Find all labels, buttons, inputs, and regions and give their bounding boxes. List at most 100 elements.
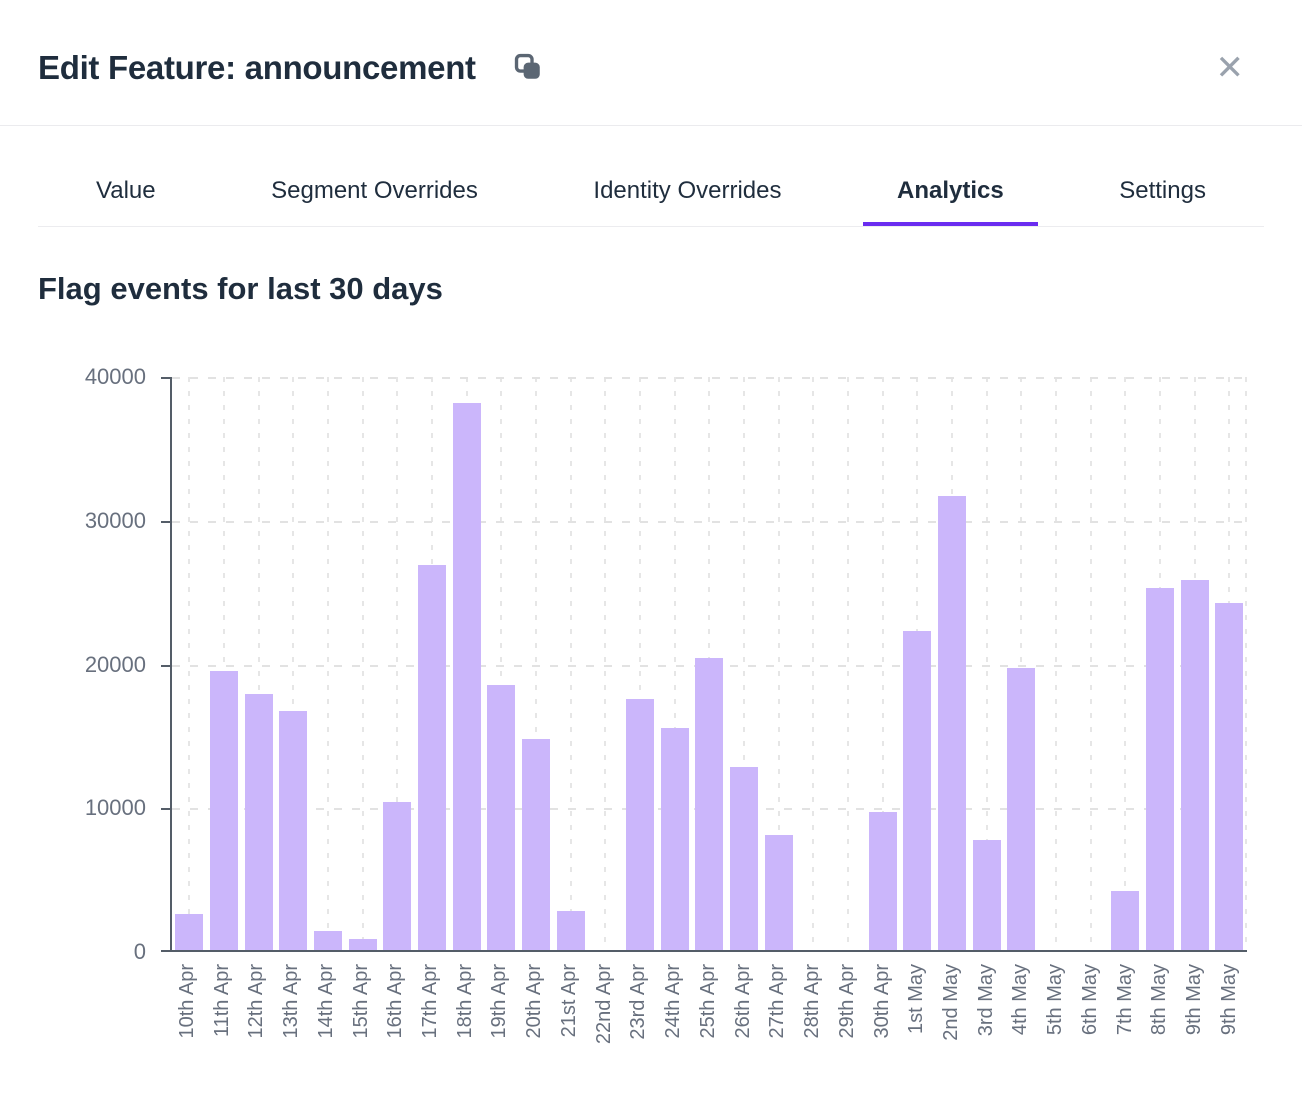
x-label-cell: 4th May — [1004, 964, 1039, 1035]
bar — [175, 914, 204, 950]
bar — [279, 710, 308, 950]
tab-identity-overrides[interactable]: Identity Overrides — [559, 177, 815, 226]
bar-slot — [1177, 377, 1212, 950]
bar — [764, 835, 793, 950]
vertical-gridline — [812, 377, 815, 950]
bar — [522, 739, 551, 950]
bar-slot — [415, 377, 450, 950]
close-button[interactable]: ✕ — [1216, 51, 1245, 85]
bar — [695, 657, 724, 950]
x-label-cell: 23rd Apr — [622, 964, 657, 1040]
bar-slot — [519, 377, 554, 950]
x-tick-label: 28th Apr — [801, 964, 824, 1039]
bar — [1146, 587, 1175, 950]
tab-value[interactable]: Value — [62, 177, 190, 226]
x-label-cell: 3rd May — [969, 964, 1004, 1036]
x-tick-label: 25th Apr — [696, 964, 719, 1039]
x-tick-label: 13th Apr — [280, 964, 303, 1039]
x-label-cell: 21st Apr — [552, 964, 587, 1037]
x-tick-label: 1st May — [905, 964, 928, 1035]
x-tick-label: 5th May — [1044, 964, 1067, 1036]
bar-slot — [900, 377, 935, 950]
modal-title: Edit Feature: announcement — [38, 48, 476, 86]
x-label-cell: 7th May — [1108, 964, 1143, 1035]
x-label-cell: 13th Apr — [274, 964, 309, 1039]
x-tick-label: 11th Apr — [210, 964, 233, 1038]
bar-slot — [1212, 377, 1247, 950]
y-tick-label: 0 — [133, 939, 146, 964]
copy-icon — [512, 51, 543, 85]
bar-slot — [1039, 377, 1074, 950]
vertical-gridline — [639, 377, 642, 950]
vertical-gridline — [847, 377, 850, 950]
bar-slot — [311, 377, 346, 950]
bar — [1111, 891, 1140, 950]
x-tick-label: 10th Apr — [175, 964, 198, 1039]
x-tick-label: 2nd May — [940, 964, 963, 1041]
bar — [660, 727, 689, 950]
bar-slot — [241, 377, 276, 950]
x-tick-label: 14th Apr — [314, 964, 337, 1039]
vertical-gridline — [1020, 377, 1023, 950]
horizontal-gridline — [172, 520, 1247, 523]
bar — [556, 911, 585, 950]
bar-slot — [623, 377, 658, 950]
x-tick-label: 12th Apr — [245, 964, 268, 1039]
vertical-gridline — [1124, 377, 1127, 950]
vertical-gridline — [361, 377, 364, 950]
x-label-cell: 5th May — [1038, 964, 1073, 1035]
bar-slot — [1108, 377, 1143, 950]
edit-feature-modal: Edit Feature: announcement ✕ Value Segme… — [0, 48, 1302, 1044]
bar — [383, 802, 412, 950]
x-label-cell: 9th May — [1177, 964, 1212, 1035]
vertical-gridline — [569, 377, 572, 950]
y-axis-tick — [161, 664, 170, 667]
vertical-gridline — [1089, 377, 1092, 950]
y-tick-label: 10000 — [84, 795, 146, 821]
bar-slot — [935, 377, 970, 950]
tabs-bar: Value Segment Overrides Identity Overrid… — [38, 126, 1264, 227]
x-tick-label: 15th Apr — [349, 964, 372, 1039]
x-tick-label: 23rd Apr — [627, 964, 650, 1040]
x-tick-label: 30th Apr — [870, 964, 893, 1039]
x-label-cell: 8th May — [1143, 964, 1178, 1035]
vertical-gridline — [223, 377, 225, 950]
x-tick-label: 20th Apr — [523, 964, 546, 1039]
bar-slot — [657, 377, 692, 950]
vertical-gridline — [743, 377, 746, 950]
copy-button[interactable] — [512, 51, 543, 85]
bar-slot — [207, 377, 242, 950]
x-tick-label: 16th Apr — [384, 964, 407, 1039]
bar-slot — [276, 377, 311, 950]
tab-analytics[interactable]: Analytics — [863, 177, 1038, 226]
x-label-cell: 22nd Apr — [587, 964, 622, 1044]
tab-settings[interactable]: Settings — [1085, 177, 1240, 226]
x-tick-label: 3rd May — [974, 964, 997, 1037]
vertical-gridline — [777, 377, 780, 950]
x-label-cell: 1st May — [899, 964, 934, 1034]
vertical-gridline — [327, 377, 330, 950]
bar — [452, 402, 481, 950]
vertical-gridline — [881, 377, 884, 950]
x-label-cell: 25th Apr — [691, 964, 726, 1039]
tab-segment-overrides[interactable]: Segment Overrides — [237, 177, 512, 226]
x-label-cell: 15th Apr — [344, 964, 379, 1039]
x-tick-label: 9th May — [1183, 964, 1206, 1036]
x-tick-label: 17th Apr — [419, 964, 441, 1039]
bar — [1007, 667, 1036, 950]
bar — [730, 766, 759, 950]
y-tick-label: 30000 — [84, 507, 146, 533]
bar-slot — [831, 377, 866, 950]
vertical-gridline — [535, 377, 538, 950]
y-axis-tick — [161, 808, 170, 811]
x-label-cell: 14th Apr — [309, 964, 344, 1039]
x-tick-label: 22nd Apr — [592, 964, 615, 1045]
x-tick-label: 4th May — [1009, 964, 1032, 1036]
x-tick-label: 8th May — [1148, 964, 1171, 1036]
x-label-cell: 20th Apr — [517, 964, 552, 1039]
bar-slot — [1004, 377, 1039, 950]
vertical-gridline — [1055, 377, 1058, 950]
bar — [244, 693, 273, 950]
x-label-cell: 2nd May — [934, 964, 969, 1041]
y-axis-tick — [161, 377, 170, 379]
